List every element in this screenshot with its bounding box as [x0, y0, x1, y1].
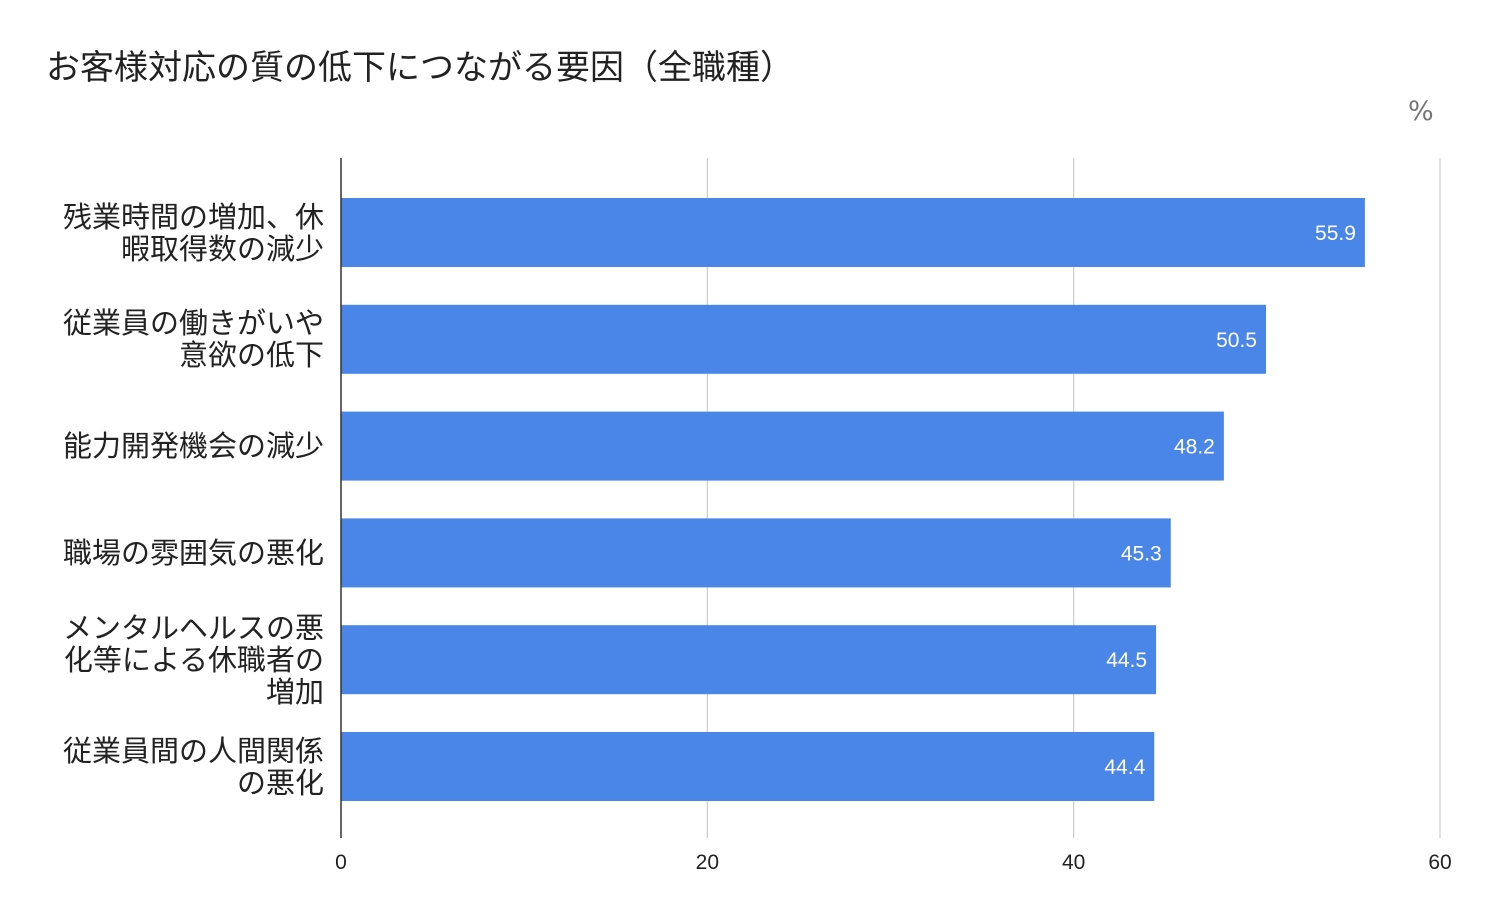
data-label: 48.2	[1174, 436, 1215, 459]
category-label: 職場の雰囲気の悪化	[62, 535, 324, 570]
bar	[341, 732, 1155, 801]
bar	[341, 198, 1365, 267]
x-tick-label: 0	[335, 851, 347, 874]
data-label: 45.3	[1121, 542, 1162, 565]
data-label: 44.5	[1106, 649, 1147, 672]
category-label: 残業時間の増加、休暇取得数の減少	[62, 199, 324, 266]
category-label: メンタルヘルスの悪化等による休職者の増加	[62, 610, 324, 709]
chart-title: お客様対応の質の低下につながる要因（全職種）	[46, 48, 794, 88]
bars: 55.9 50.5 48.2 45.3 44.5 44.4	[341, 198, 1365, 801]
bar	[341, 518, 1171, 588]
category-label: 能力開発機会の減少	[62, 429, 324, 464]
data-label: 50.5	[1216, 329, 1257, 352]
x-tick-label: 60	[1428, 851, 1451, 874]
data-label: 44.4	[1104, 756, 1145, 779]
x-tick-labels: 0 20 40 60	[335, 851, 1452, 874]
category-label: 従業員の働きがいや意欲の低下	[62, 306, 324, 373]
bar	[341, 411, 1224, 481]
x-tick-label: 20	[696, 851, 719, 874]
gridlines	[706, 158, 1441, 838]
bar	[341, 625, 1157, 695]
x-tick-label: 40	[1062, 851, 1085, 874]
category-label: 従業員間の人間関係の悪化	[62, 733, 324, 800]
data-label: 55.9	[1315, 222, 1356, 245]
unit-label: %	[1408, 96, 1434, 127]
bar	[341, 304, 1266, 374]
